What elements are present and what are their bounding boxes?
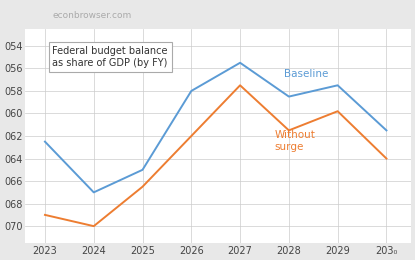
Text: econbrowser.com: econbrowser.com	[52, 11, 132, 21]
Text: Federal budget balance
as share of GDP (by FY): Federal budget balance as share of GDP (…	[52, 46, 168, 68]
Text: Without
surge: Without surge	[274, 130, 315, 152]
Text: Baseline: Baseline	[284, 69, 328, 79]
